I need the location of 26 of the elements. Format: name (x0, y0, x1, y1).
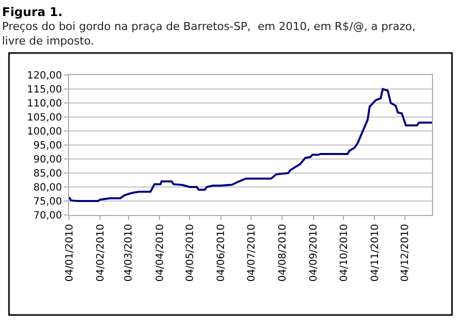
x-tick-label: 04/11/2010 (370, 224, 381, 282)
y-tick-label: 95,00 (33, 140, 62, 152)
x-tick-label: 04/02/2010 (95, 224, 106, 282)
x-tick-label: 04/05/2010 (184, 224, 196, 282)
y-tick-label: 70,00 (33, 210, 62, 222)
y-tick-label: 105,00 (27, 112, 62, 124)
x-tick-label: 04/03/2010 (124, 224, 135, 282)
y-tick-label: 90,00 (33, 154, 62, 166)
y-tick-label: 85,00 (33, 168, 62, 180)
x-tick-label: 04/10/2010 (338, 224, 350, 282)
x-tick-label: 04/09/2010 (308, 224, 320, 282)
line-series (69, 88, 432, 202)
x-tick-label: 04/12/2010 (400, 224, 412, 282)
y-tick-label: 75,00 (33, 196, 62, 208)
x-tick-label: 04/04/2010 (154, 224, 166, 282)
x-tick-label: 04/07/2010 (246, 224, 258, 282)
chart-title: Figura 1. (2, 5, 63, 19)
y-tick-label: 120,00 (27, 70, 62, 82)
x-tick-label: 04/01/2010 (64, 224, 76, 282)
chart-subtitle: Preços do boi gordo na praça de Barretos-SP, em 2010, em R$/@, a prazo, livre de imposto. (2, 20, 416, 48)
x-tick-label: 04/08/2010 (277, 224, 288, 282)
y-tick-label: 110,00 (27, 98, 62, 110)
y-tick-label: 100,00 (27, 126, 62, 138)
x-tick-label: 04/06/2010 (216, 224, 228, 282)
y-tick-label: 80,00 (33, 182, 62, 194)
y-tick-label: 115,00 (27, 84, 62, 96)
